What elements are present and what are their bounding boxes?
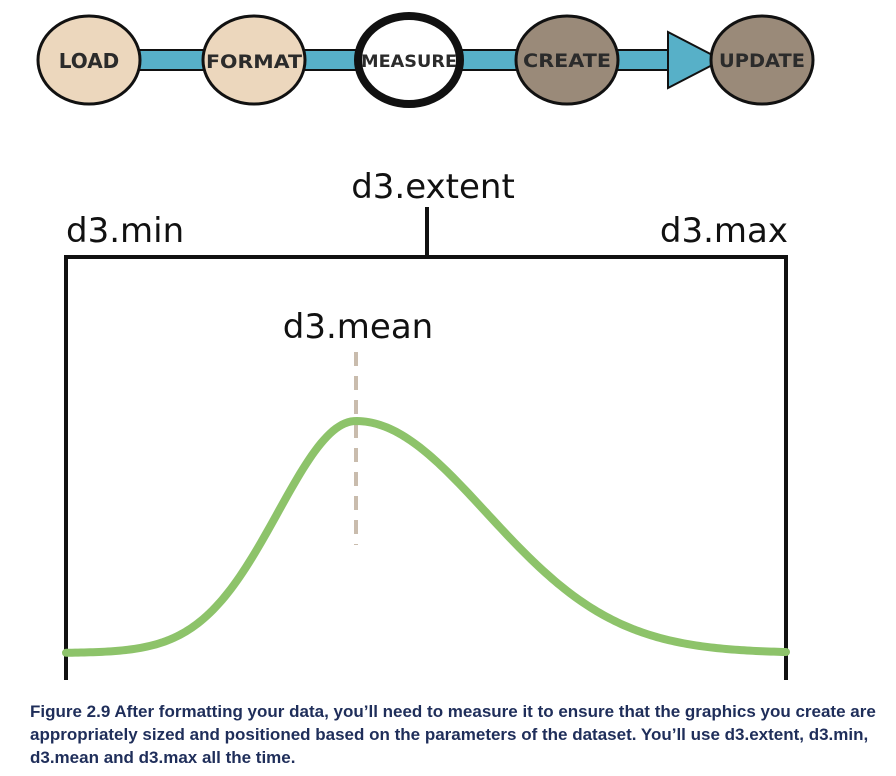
- pipeline-step-load: LOAD: [36, 14, 142, 106]
- figure-caption: Figure 2.9 After formatting your data, y…: [30, 702, 876, 767]
- step-circle: [709, 14, 815, 106]
- step-label: MEASURE: [361, 52, 457, 72]
- max-label: d3.max: [660, 211, 788, 251]
- step-circle: [201, 14, 307, 106]
- distribution-curve: [62, 417, 790, 657]
- pipeline-step-update: UPDATE: [709, 14, 815, 106]
- step-circle: [36, 14, 142, 106]
- extent-bracket: [64, 207, 788, 680]
- step-label: LOAD: [59, 49, 120, 73]
- pipeline-step-create: CREATE: [514, 14, 620, 106]
- mean-label: d3.mean: [283, 307, 433, 347]
- step-label: FORMAT: [206, 51, 302, 73]
- pipeline-arrowhead: [667, 30, 725, 90]
- extent-label: d3.extent: [351, 167, 515, 207]
- pipeline-step-format: FORMAT: [201, 14, 307, 106]
- min-label: d3.min: [66, 211, 184, 251]
- step-circle: [354, 12, 464, 108]
- step-circle: [514, 14, 620, 106]
- pipeline-step-measure: MEASURE: [354, 12, 464, 108]
- step-label: UPDATE: [719, 50, 805, 72]
- step-label: CREATE: [523, 50, 611, 72]
- extent-bracket-line: [64, 207, 788, 680]
